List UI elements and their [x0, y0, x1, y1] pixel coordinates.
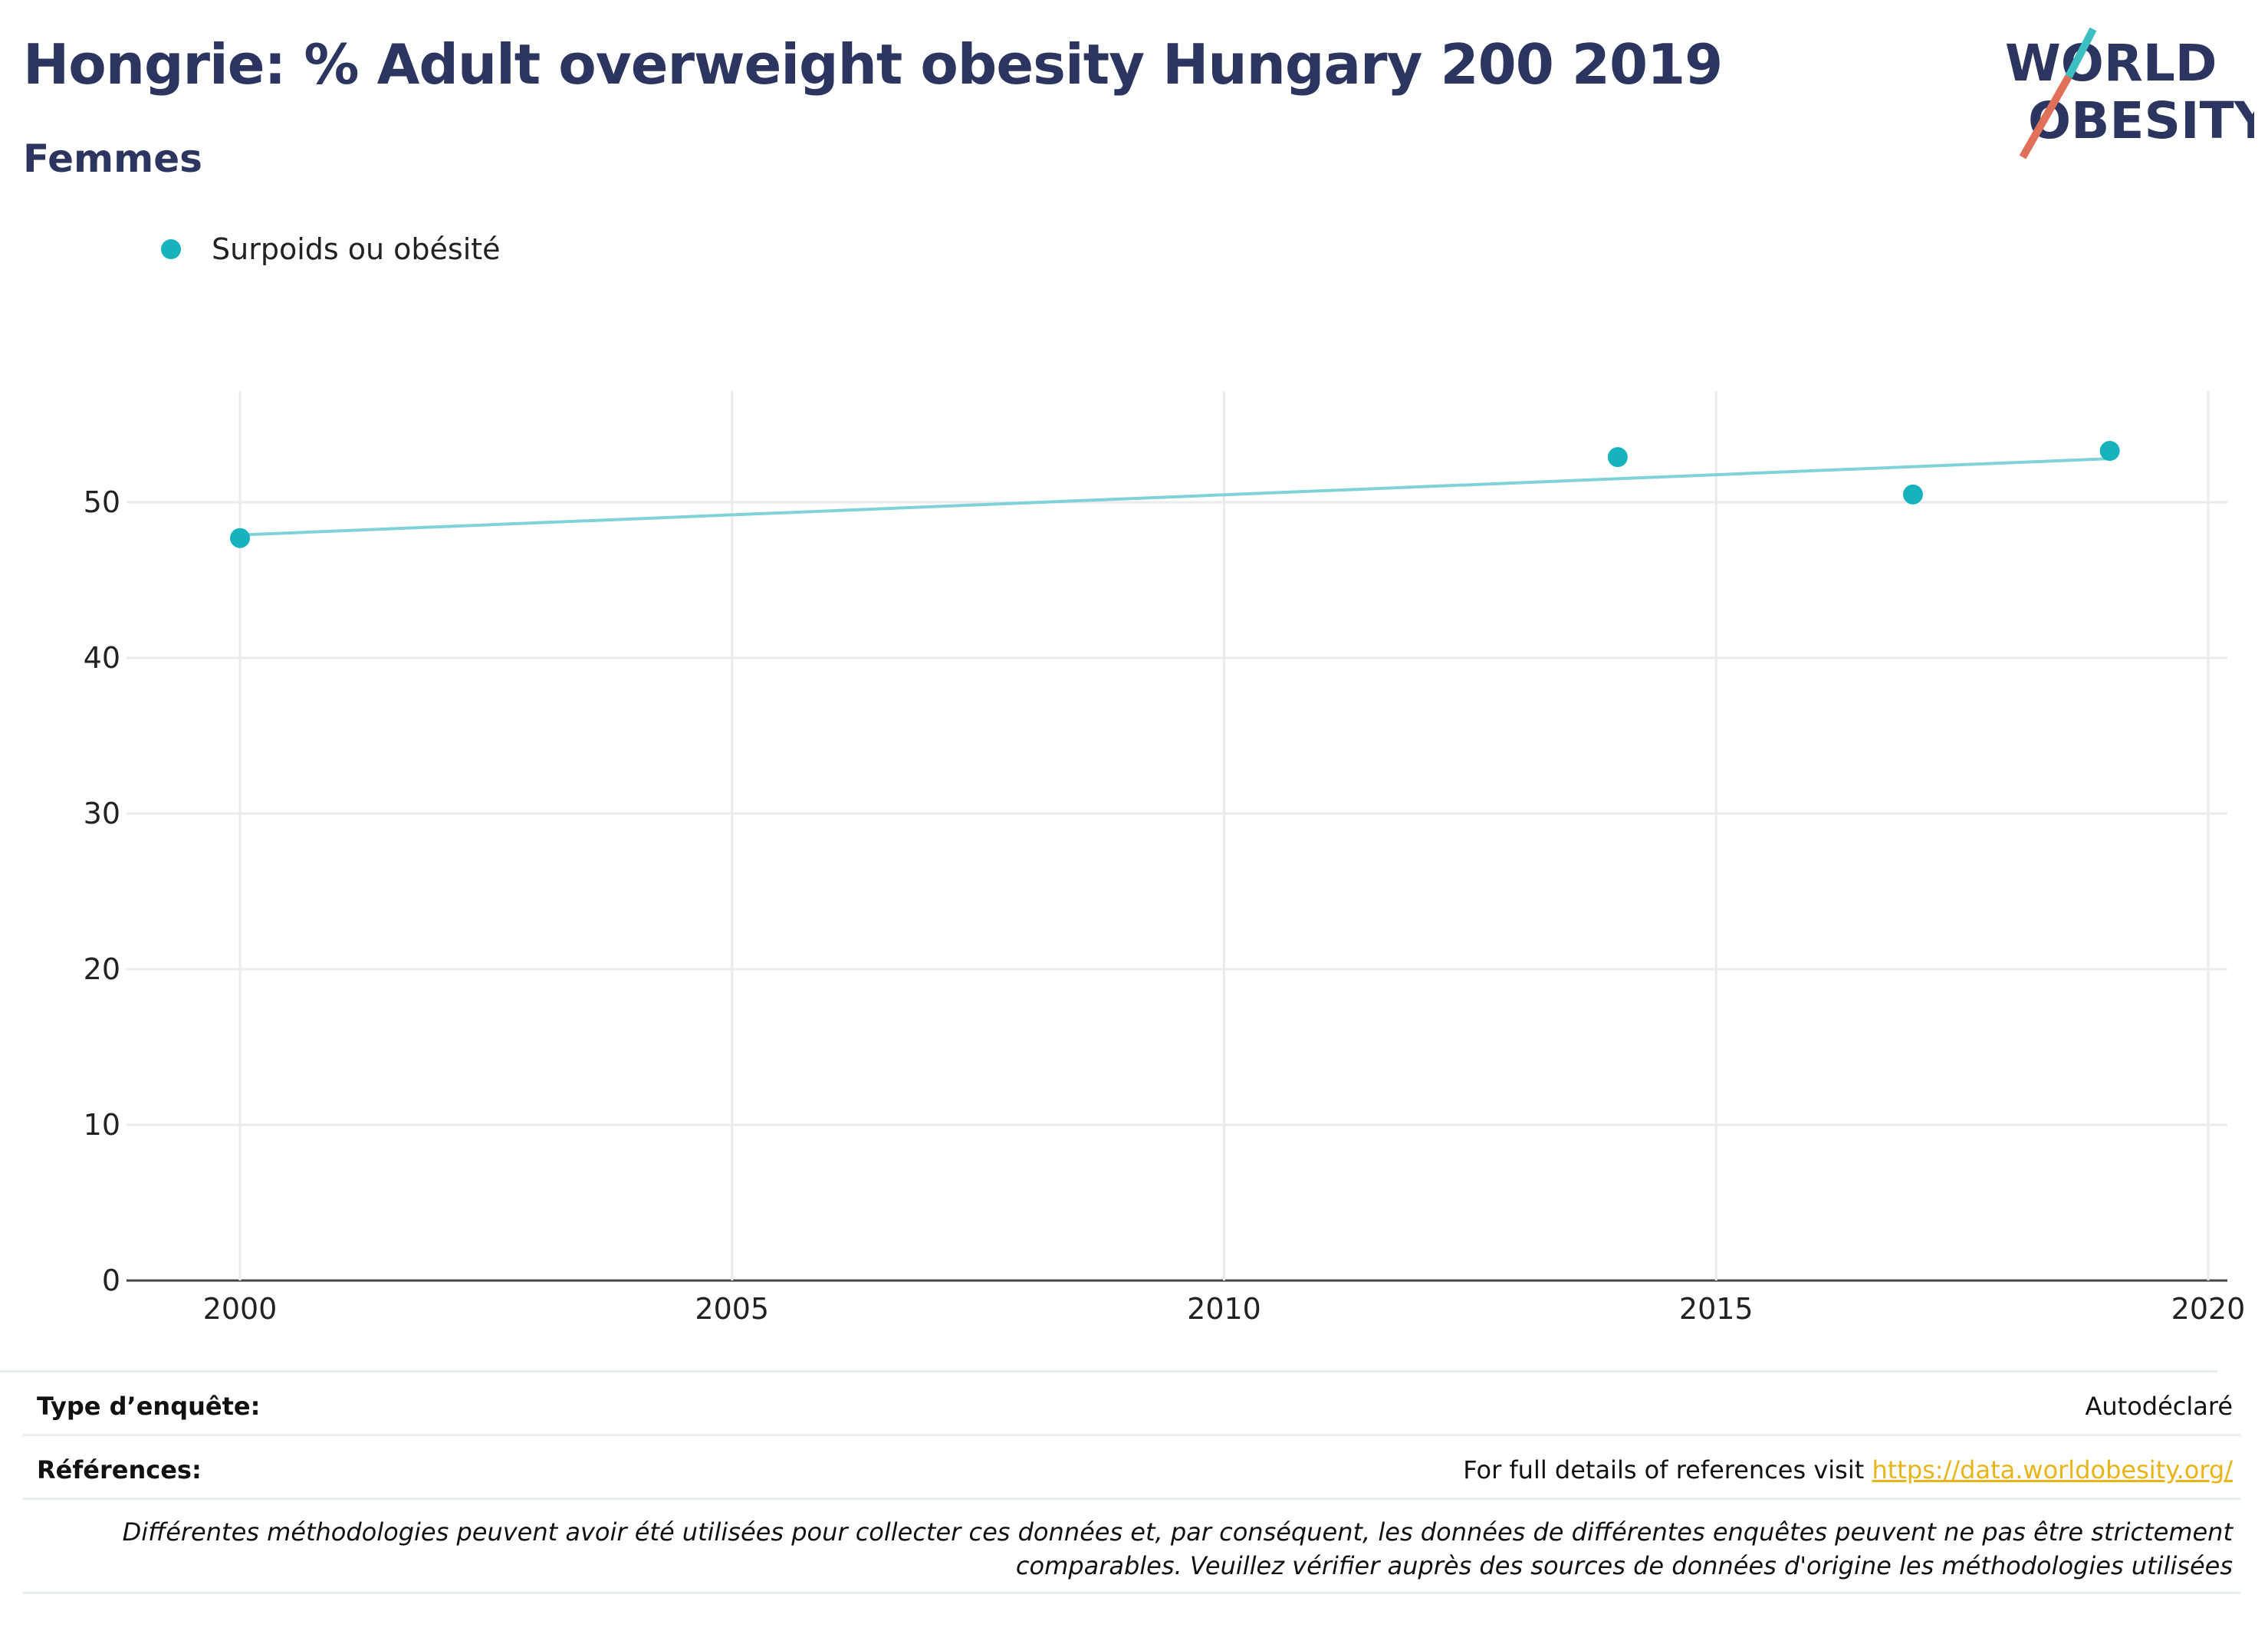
references-label: Références: [37, 1455, 202, 1484]
world-obesity-logo: WORLD OBESITY [2005, 27, 2254, 159]
methodology-note: Différentes méthodologies peuvent avoir … [86, 1515, 2233, 1583]
y-tick-label: 20 [84, 952, 120, 986]
references-value: For full details of references visit htt… [1463, 1455, 2233, 1484]
methodology-note-line1: Différentes méthodologies peuvent avoir … [122, 1517, 2233, 1547]
data-point [230, 528, 250, 548]
logo-line1: WORLD [2005, 34, 2217, 93]
data-points [230, 441, 2120, 548]
trend-line-group [239, 457, 2110, 537]
survey-type-label: Type d’enquête: [37, 1392, 261, 1421]
references-text: For full details of references visit [1463, 1455, 1872, 1484]
logo-slash-teal [2065, 27, 2097, 79]
footer-divider-bottom [23, 1592, 2240, 1594]
x-axis-ticks: 2000 2005 2010 2015 2020 [203, 1292, 2246, 1326]
y-axis-ticks: 0 10 20 30 40 50 [84, 485, 120, 1297]
y-tick-label: 0 [102, 1264, 120, 1297]
legend: Surpoids ou obésité [161, 230, 501, 268]
logo-line2: OBESITY [2028, 91, 2254, 150]
x-tick-label: 2015 [1679, 1292, 1754, 1326]
chart-title: Hongrie: % Adult overweight obesity Hung… [23, 32, 1723, 97]
methodology-note-line2: comparables. Veuillez vérifier auprès de… [1015, 1551, 2233, 1580]
data-point [2099, 441, 2120, 462]
y-tick-label: 50 [84, 485, 120, 519]
legend-label: Surpoids ou obésité [212, 232, 501, 266]
logo-slash-coral [2019, 74, 2072, 159]
legend-marker [161, 239, 181, 259]
y-tick-label: 40 [84, 641, 120, 675]
y-tick-label: 10 [84, 1108, 120, 1142]
survey-type-value: Autodéclaré [2085, 1392, 2233, 1421]
footer-divider-top [0, 1370, 2217, 1373]
grid-lines [127, 391, 2227, 1282]
data-point [1607, 447, 1628, 468]
trend-line [239, 457, 2110, 537]
x-tick-label: 2000 [203, 1292, 278, 1326]
footer-divider-2 [23, 1498, 2240, 1500]
x-tick-label: 2010 [1187, 1292, 1261, 1326]
data-point [1902, 484, 1923, 505]
footer-divider-1 [23, 1434, 2240, 1436]
x-tick-label: 2020 [2171, 1292, 2246, 1326]
scatter-chart: 0 10 20 30 40 50 2000 2005 2010 2015 2020 [84, 391, 2246, 1326]
x-tick-label: 2005 [695, 1292, 769, 1326]
y-tick-label: 30 [84, 797, 120, 830]
chart-subtitle: Femmes [23, 136, 202, 181]
references-link[interactable]: https://data.worldobesity.org/ [1872, 1455, 2233, 1484]
